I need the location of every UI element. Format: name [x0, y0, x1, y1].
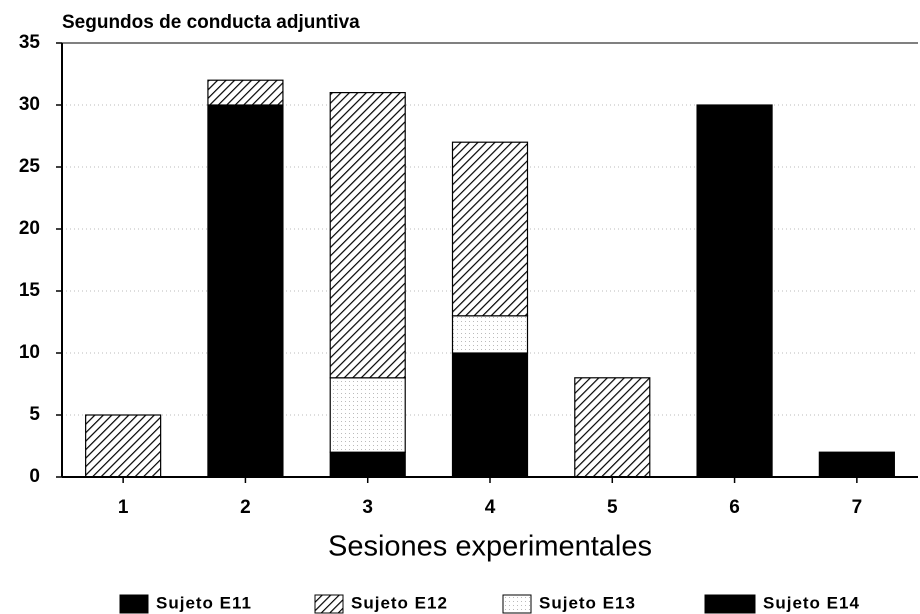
legend: Sujeto E11 Sujeto E12 Sujeto E13 Sujeto E14 [119, 593, 860, 614]
x-axis-label: Sesiones experimentales [328, 531, 652, 563]
y-tick-label: 30 [19, 94, 40, 115]
legend-label: Sujeto E14 [763, 593, 860, 612]
x-tick-label: 2 [240, 497, 251, 518]
legend-swatch [704, 594, 756, 614]
x-tick-label: 1 [118, 497, 129, 518]
bar-segment [207, 79, 284, 106]
chart-title: Segundos de conducta adjuntiva [62, 12, 360, 33]
bar-segment [451, 141, 529, 317]
x-tick-label: 6 [729, 497, 740, 518]
bar-segment [451, 315, 529, 354]
legend-swatch [314, 594, 344, 614]
x-tick-label: 7 [852, 497, 863, 518]
bar-segment [329, 91, 406, 379]
bar-segment [207, 104, 284, 478]
x-tick-label: 4 [485, 497, 496, 518]
legend-label: Sujeto E11 [156, 593, 252, 612]
bar-segment [696, 104, 773, 478]
y-tick-label: 25 [19, 156, 41, 177]
legend-swatch [119, 594, 149, 614]
bars [85, 79, 895, 478]
bar-segment [574, 377, 651, 478]
legend-swatch [502, 594, 532, 614]
legend-label: Sujeto E12 [351, 593, 448, 612]
y-tick-label: 15 [19, 280, 41, 301]
y-tick-label: 5 [29, 404, 40, 425]
y-tick-label: 0 [29, 466, 40, 487]
bar-segment [451, 352, 529, 478]
y-tick-label: 20 [19, 218, 40, 239]
y-tick-label: 10 [19, 342, 40, 363]
bar-segment [329, 377, 406, 453]
bar-segment [85, 414, 162, 478]
bar-segment [329, 451, 406, 478]
bar-segment [818, 451, 895, 478]
x-tick-label: 3 [362, 497, 373, 518]
y-tick-label: 35 [19, 32, 41, 53]
legend-label: Sujeto E13 [539, 593, 636, 612]
x-tick-label: 5 [607, 497, 618, 518]
axes: 0 5 10 15 20 25 30 35 1 2 3 4 5 6 7 [19, 32, 918, 518]
